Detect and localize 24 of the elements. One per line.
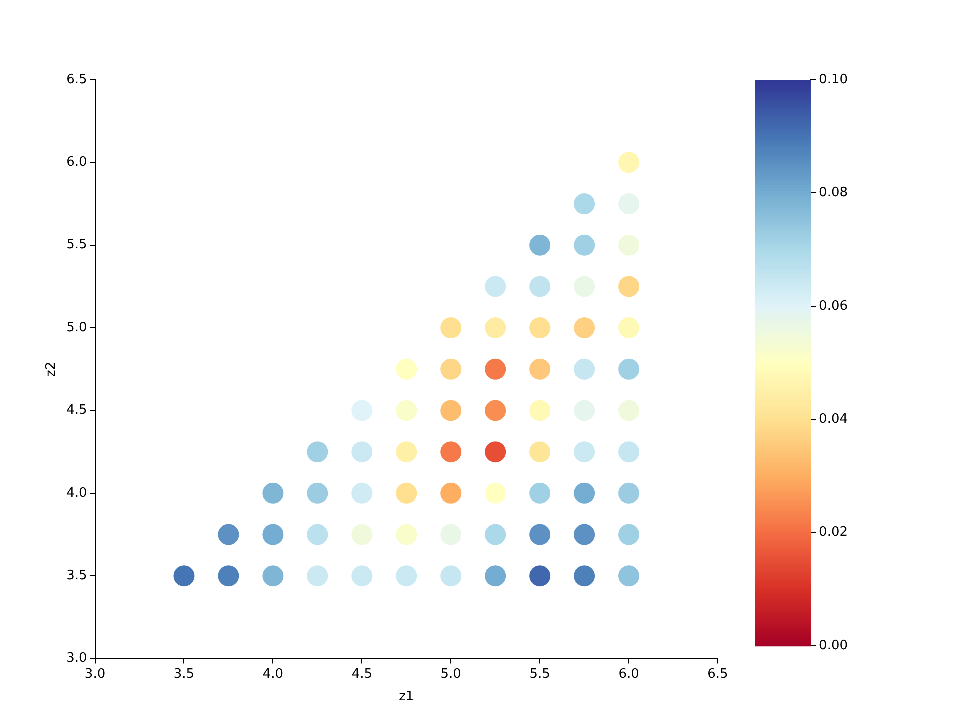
x-axis-title: z1 [399, 690, 414, 705]
x-tick-label: 3.0 [84, 666, 106, 682]
color-bar-label: 0.08 [819, 186, 848, 201]
x-tick-label: 5.0 [440, 666, 462, 682]
y-axis-title: z2 [44, 362, 60, 377]
x-tick-label: 6.5 [708, 666, 728, 682]
y-tick-label: 6.5 [66, 72, 88, 88]
x-tick-label: 5.5 [530, 666, 550, 682]
y-tick-label: 4.0 [66, 486, 88, 501]
x-tick-label: 3.5 [174, 666, 195, 682]
y-tick-label: 3.5 [66, 568, 88, 584]
x-tick-label: 4.5 [352, 666, 372, 682]
x-tick-label: 6.0 [618, 666, 640, 682]
color-bar-label: 0.06 [819, 298, 848, 314]
y-tick-label: 3.0 [66, 651, 88, 666]
color-bar-label: 0.02 [819, 525, 848, 540]
y-tick-label: 4.5 [66, 403, 88, 418]
color-bar-label: 0.10 [819, 72, 848, 88]
y-tick-label: 5.5 [66, 238, 88, 253]
y-tick-label: 6.0 [66, 155, 88, 170]
color-bar-label: 0.00 [819, 638, 848, 654]
color-bar-label: 0.04 [819, 412, 848, 427]
y-tick-label: 5.0 [66, 320, 88, 336]
x-tick-label: 4.0 [262, 666, 284, 682]
